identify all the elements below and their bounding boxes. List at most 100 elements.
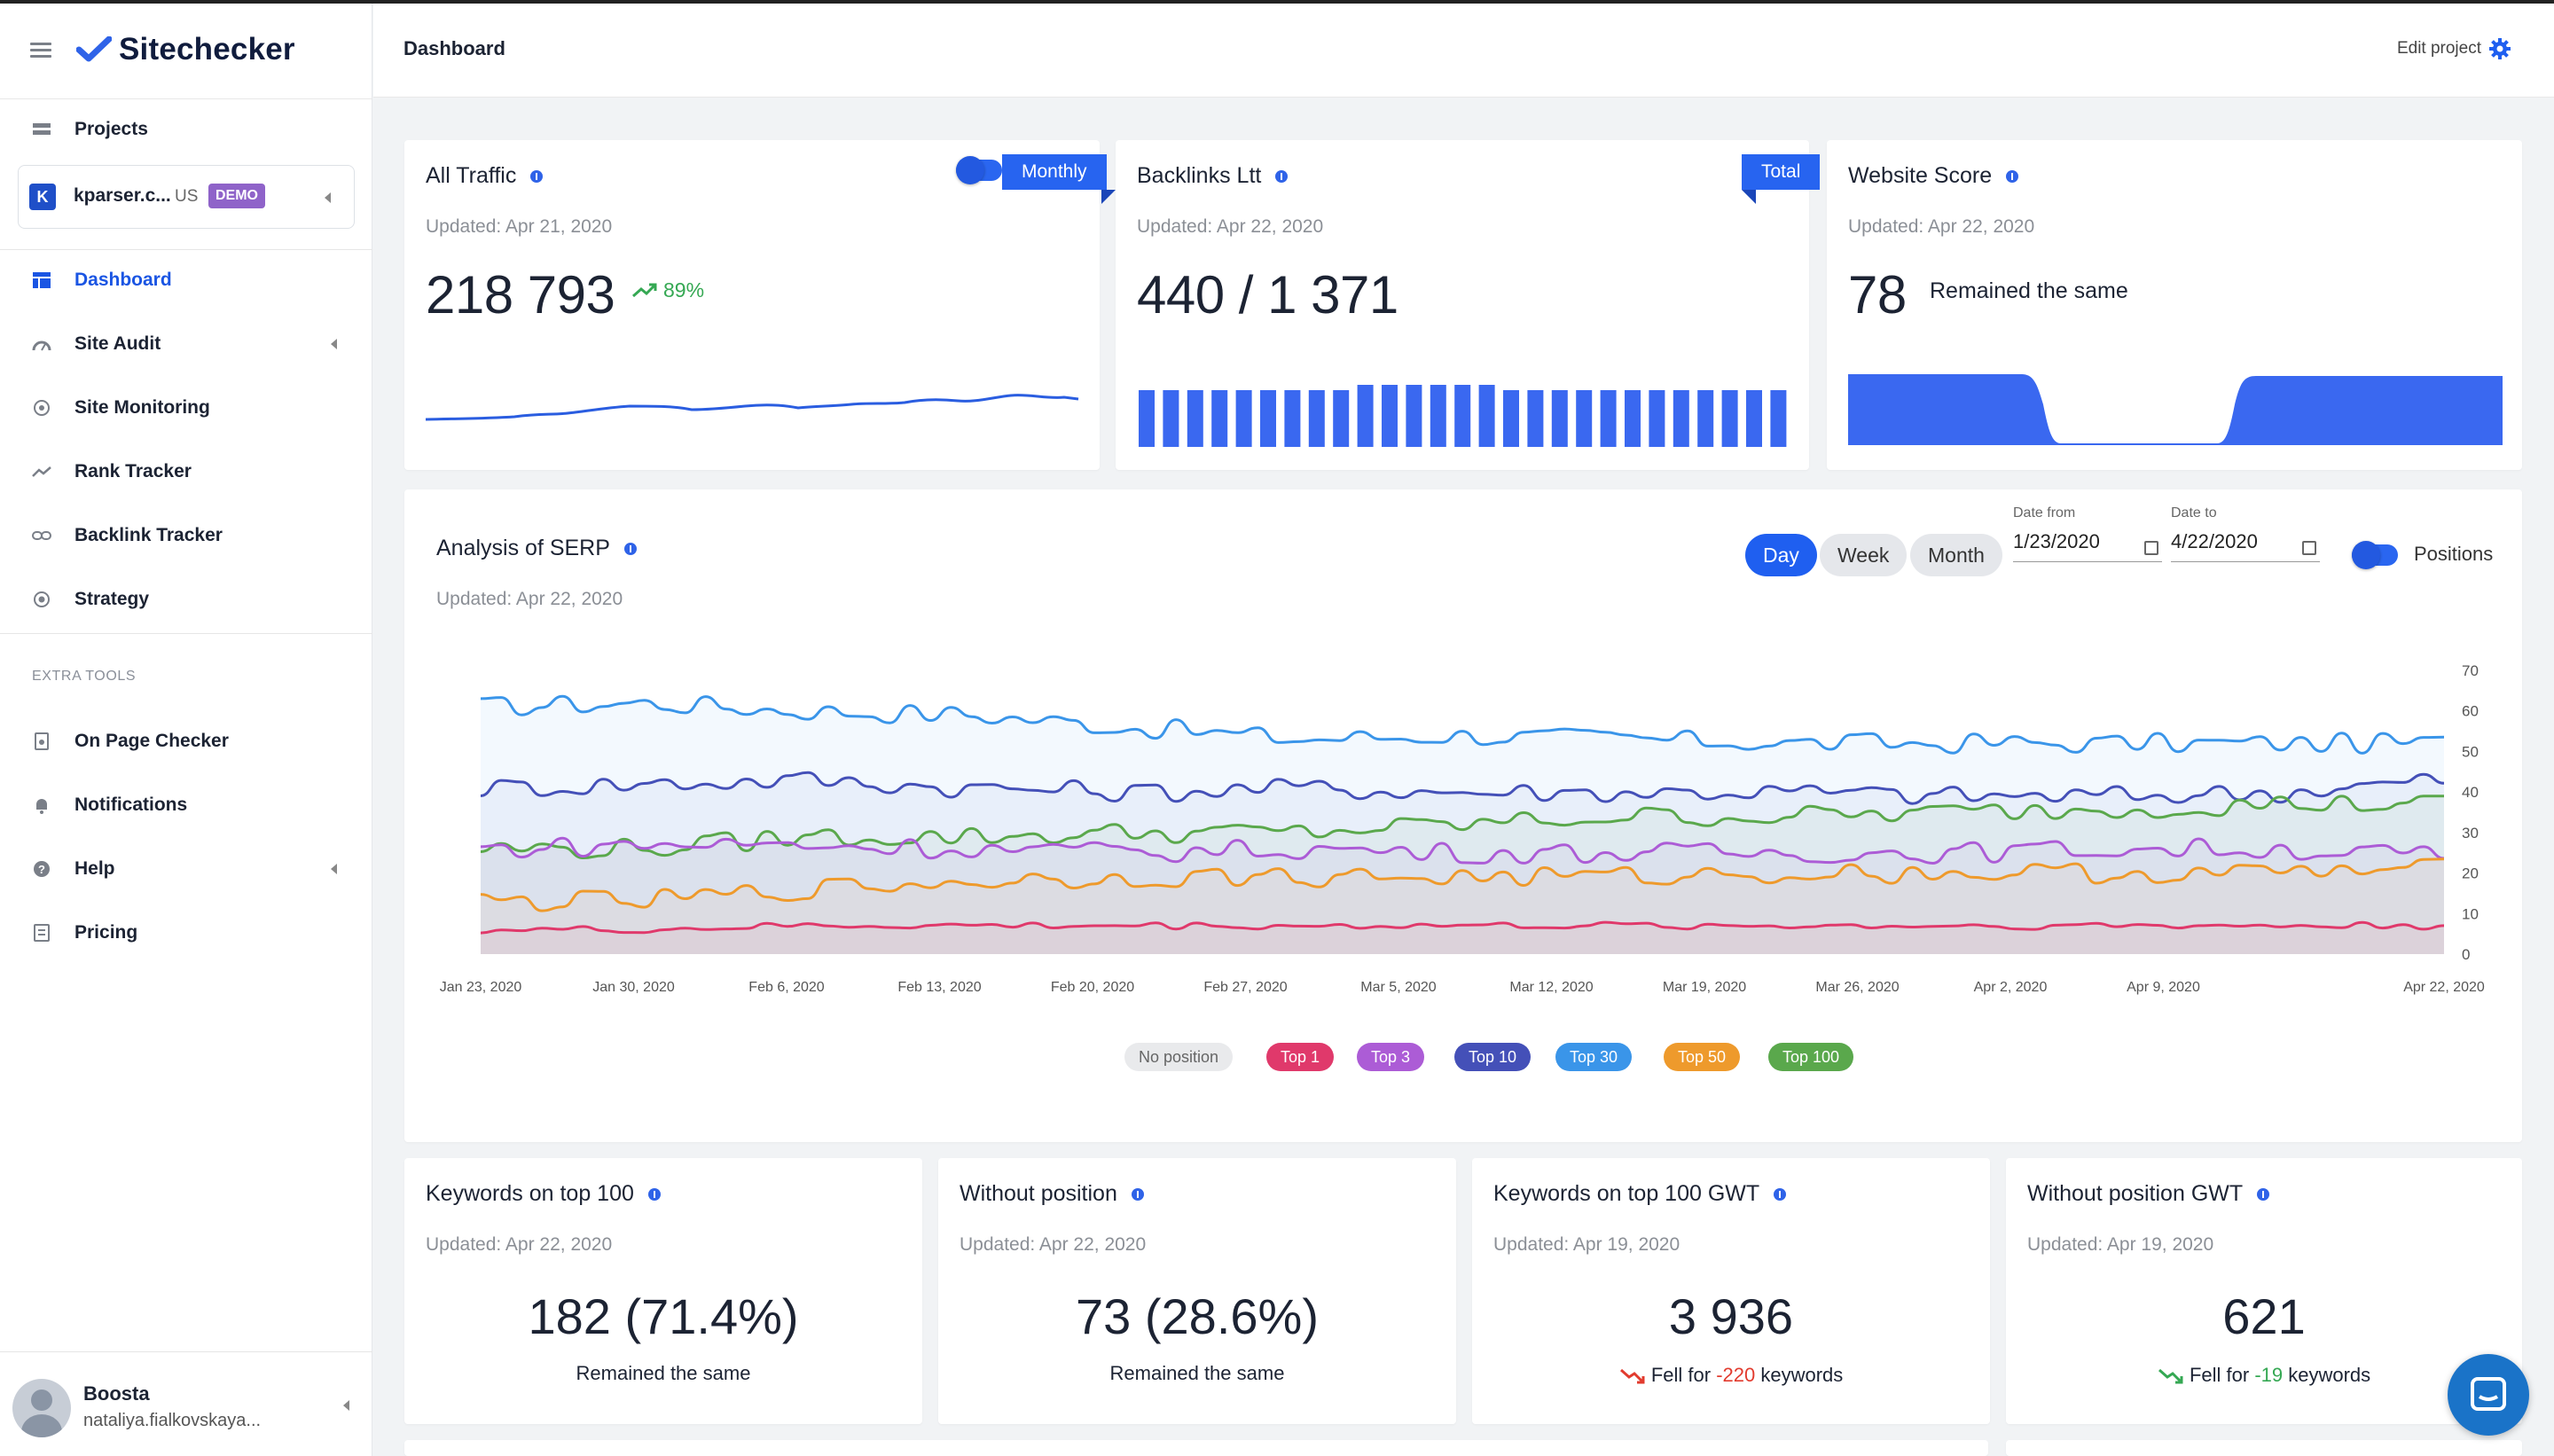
sidebar-item-pricing[interactable]: Pricing (0, 906, 372, 959)
info-icon[interactable] (1131, 1187, 1144, 1201)
sidebar-item-notifications[interactable]: Notifications (0, 779, 372, 832)
info-icon[interactable] (530, 169, 544, 183)
edit-project-button[interactable]: Edit project (2397, 37, 2511, 60)
series-line-top-3 (480, 836, 2445, 865)
info-icon[interactable] (2257, 1187, 2270, 1201)
legend-pill-top-1[interactable]: Top 1 (1266, 1043, 1335, 1071)
backlinks-card: Backlinks Ltt Total Updated: Apr 22, 202… (1116, 140, 1821, 470)
series-line-top-10 (480, 771, 2445, 805)
legend-pill-no-position[interactable]: No position (1124, 1043, 1234, 1071)
stat-value: 3 936 (1668, 1288, 1794, 1344)
logo[interactable]: Sitechecker (76, 32, 295, 67)
backlinks-bar (1382, 385, 1398, 447)
card-title: All Traffic (426, 163, 544, 189)
backlinks-bar (1308, 390, 1325, 447)
calendar-icon[interactable] (2302, 541, 2316, 555)
legend-pill-top-30[interactable]: Top 30 (1555, 1043, 1633, 1071)
sidebar-item-label: Help (74, 858, 115, 879)
calendar-icon[interactable] (2144, 541, 2158, 555)
range-week-button[interactable]: Week (1820, 534, 1908, 576)
backlinks-bar (1478, 385, 1495, 447)
project-country: US (175, 187, 199, 206)
chevron-left-icon[interactable] (331, 864, 337, 874)
info-icon[interactable] (623, 542, 637, 555)
chevron-left-icon[interactable] (325, 192, 331, 203)
range-month-button[interactable]: Month (1910, 534, 2002, 576)
backlinks-bar (1673, 390, 1689, 447)
x-tick-label: Feb 6, 2020 (748, 980, 825, 995)
series-area (481, 696, 2444, 954)
backlinks-bar (1649, 390, 1665, 447)
series-area (481, 922, 2444, 954)
document-icon (32, 732, 51, 751)
chevron-left-icon[interactable] (343, 1400, 349, 1411)
x-tick-label: Mar 5, 2020 (1360, 980, 1436, 995)
info-icon[interactable] (647, 1187, 661, 1201)
user-name: Boosta (83, 1382, 150, 1405)
backlinks-bar (1357, 385, 1374, 447)
backlinks-bar (1503, 390, 1519, 447)
backlinks-bar (1235, 390, 1252, 447)
sidebar-item-dashboard[interactable]: Dashboard (0, 254, 372, 307)
date-from-input[interactable]: 1/23/2020 (2013, 530, 2162, 562)
chevron-left-icon[interactable] (331, 339, 337, 349)
card-title-text: Website Score (1848, 163, 1993, 188)
sidebar-item-label: Strategy (74, 589, 150, 609)
card-title-text: Without position (960, 1181, 1117, 1206)
trending-up-icon (632, 283, 657, 297)
x-tick-label: Apr 2, 2020 (1974, 980, 2048, 995)
project-selector[interactable]: K kparser.c... US DEMO (18, 165, 355, 229)
stat-value: 621 (2222, 1288, 2306, 1344)
sidebar-item-on-page-checker[interactable]: On Page Checker (0, 715, 372, 768)
stat-sub: Remained the same (1109, 1362, 1285, 1384)
menu-icon[interactable] (30, 43, 51, 59)
backlinks-bar (1625, 390, 1641, 447)
total-ribbon[interactable]: Total (1742, 154, 1821, 190)
user-menu[interactable]: Boosta nataliya.fialkovskaya... (0, 1351, 372, 1456)
sidebar-item-strategy[interactable]: Strategy (0, 573, 372, 626)
edit-project-label: Edit project (2396, 39, 2481, 58)
brand-name: Sitechecker (119, 32, 295, 67)
card-title: Analysis of SERP (436, 536, 637, 561)
info-icon[interactable] (2006, 169, 2019, 183)
info-icon[interactable] (1275, 169, 1289, 183)
serp-card: Analysis of SERP Updated: Apr 22, 2020 D… (404, 489, 2522, 1142)
backlinks-bar (1746, 390, 1762, 447)
sidebar-item-label: On Page Checker (74, 731, 229, 751)
positions-toggle[interactable] (2352, 541, 2398, 569)
legend-pill-top-10[interactable]: Top 10 (1454, 1043, 1532, 1071)
legend-pill-top-100[interactable]: Top 100 (1768, 1043, 1854, 1071)
sidebar-item-backlink-tracker[interactable]: Backlink Tracker (0, 509, 372, 562)
monthly-toggle[interactable] (956, 156, 1002, 184)
sidebar-item-label: Site Monitoring (74, 397, 210, 418)
info-icon[interactable] (1774, 1187, 1787, 1201)
x-tick-label: Feb 27, 2020 (1203, 980, 1287, 995)
stat-sub-suffix: keywords (2288, 1364, 2371, 1386)
user-email: nataliya.fialkovskaya... (83, 1411, 262, 1430)
sidebar-item-site-monitoring[interactable]: Site Monitoring (0, 381, 372, 434)
sidebar-item-label: Projects (74, 119, 148, 139)
updated-text: Updated: Apr 19, 2020 (1493, 1234, 1680, 1255)
range-day-button[interactable]: Day (1745, 534, 1817, 576)
sidebar-item-rank-tracker[interactable]: Rank Tracker (0, 445, 372, 498)
x-tick-label: Mar 26, 2020 (1815, 980, 1899, 995)
trending-down-icon (2158, 1368, 2183, 1384)
extra-tools-label: EXTRA TOOLS (32, 669, 137, 684)
legend-pill-top-3[interactable]: Top 3 (1357, 1043, 1425, 1071)
date-to-label: Date to (2171, 505, 2217, 521)
card-title-text: Keywords on top 100 (426, 1181, 634, 1206)
backlinks-bar (1260, 390, 1276, 447)
legend-pill-top-50[interactable]: Top 50 (1664, 1043, 1741, 1071)
sidebar-item-projects[interactable]: Projects (0, 103, 372, 156)
sidebar-item-help[interactable]: ? Help (0, 842, 372, 896)
bell-icon (32, 795, 51, 815)
date-to-input[interactable]: 4/22/2020 (2171, 530, 2320, 562)
stat-sub: Fell for -19 keywords (2006, 1364, 2522, 1387)
sidebar-item-label: Backlink Tracker (74, 525, 223, 545)
sidebar-item-label: Rank Tracker (74, 461, 192, 481)
gear-icon (2489, 38, 2511, 59)
website-score-card: Website Score Updated: Apr 22, 2020 78 R… (1827, 140, 2522, 470)
chat-button[interactable] (2448, 1354, 2529, 1436)
monthly-ribbon: Monthly (1002, 154, 1107, 190)
sidebar-item-site-audit[interactable]: Site Audit (0, 317, 372, 371)
